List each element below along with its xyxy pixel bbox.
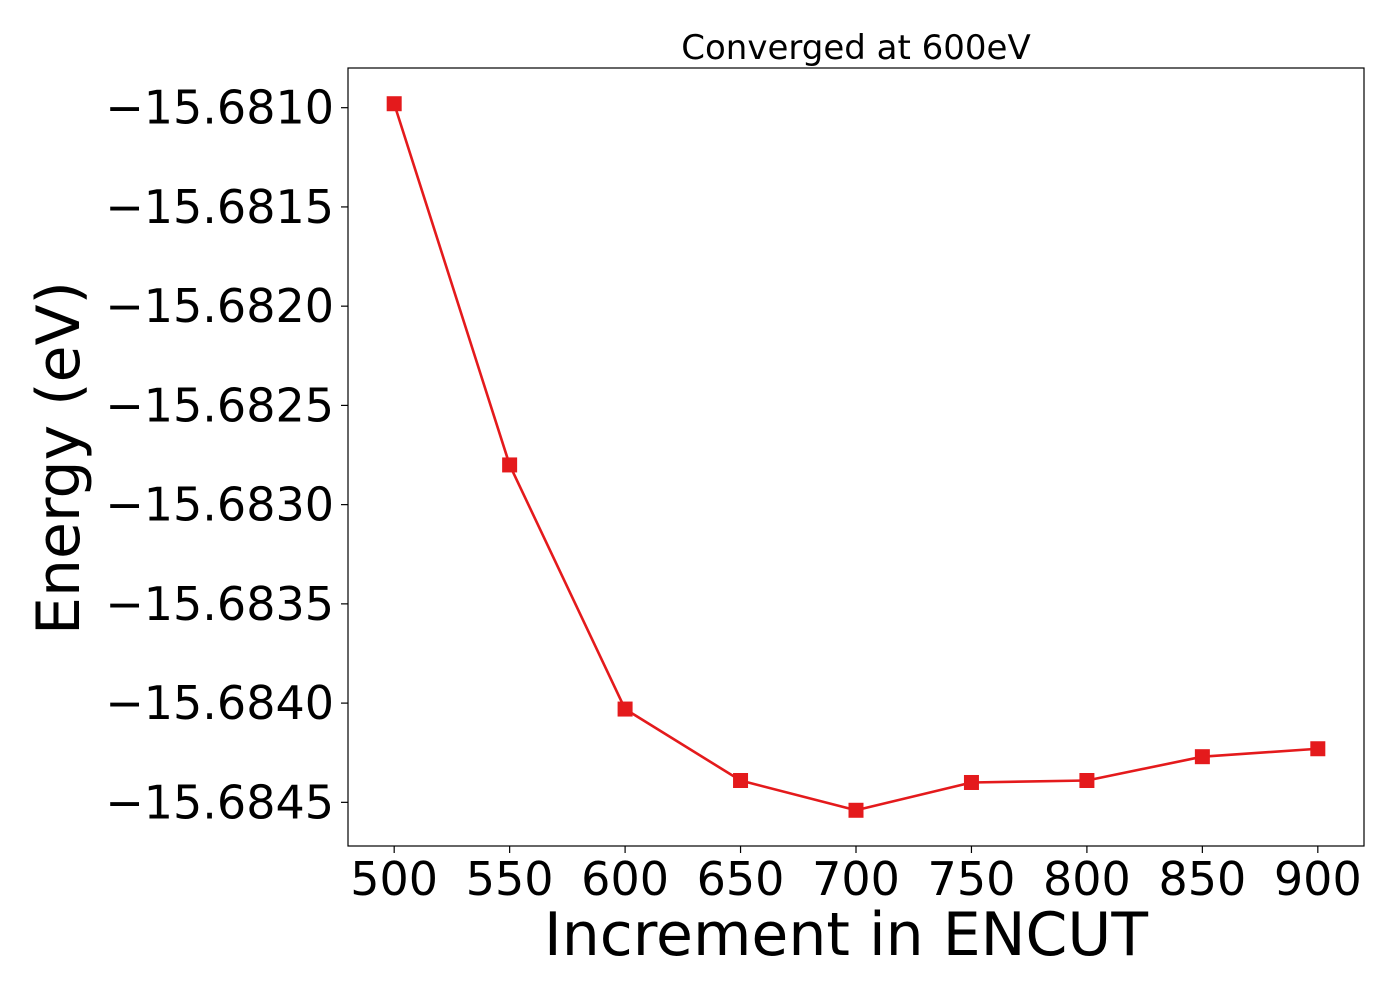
data-point-marker	[1079, 773, 1095, 789]
x-tick-label: 550	[466, 852, 554, 906]
y-tick-label: −15.6810	[105, 81, 334, 135]
y-tick-label: −15.6840	[105, 676, 334, 730]
data-point-marker	[386, 96, 402, 112]
chart-title: Converged at 600eV	[681, 28, 1030, 68]
data-point-marker	[1194, 749, 1210, 765]
data-point-marker	[617, 701, 633, 717]
data-point-marker	[733, 773, 749, 789]
x-tick-label: 600	[581, 852, 669, 906]
axes-layer: 500 550 600 650 700 750 800 850 900 −15.6810 −15.6…	[105, 67, 1365, 906]
y-tick-label: −15.6820	[105, 279, 334, 333]
x-tick-label: 500	[350, 852, 438, 906]
x-tick-label: 900	[1274, 852, 1362, 906]
data-point-marker	[963, 774, 979, 790]
data-point-marker	[1310, 741, 1326, 757]
y-tick-label: −15.6830	[105, 478, 334, 532]
x-axis-label: Increment in ENCUT	[544, 900, 1148, 970]
plot-frame	[347, 67, 1365, 847]
x-tick-label: 850	[1158, 852, 1246, 906]
y-tick-label: −15.6825	[105, 378, 334, 432]
y-tick-label: −15.6815	[105, 180, 334, 234]
y-axis-label: Energy (eV)	[24, 281, 94, 635]
x-tick-label: 650	[697, 852, 785, 906]
data-layer	[386, 96, 1326, 818]
data-point-marker	[848, 802, 864, 818]
x-tick-label: 800	[1043, 852, 1131, 906]
series-line	[392, 103, 1318, 812]
y-tick-label: −15.6845	[105, 775, 334, 829]
x-tick-label: 700	[812, 852, 900, 906]
x-tick-label: 750	[928, 852, 1016, 906]
y-tick-label: −15.6835	[105, 577, 334, 631]
data-point-marker	[502, 457, 518, 473]
